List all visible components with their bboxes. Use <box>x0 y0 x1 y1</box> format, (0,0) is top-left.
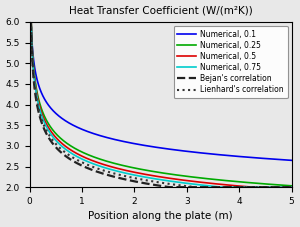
Numerical, 0.1 <box>232 155 236 157</box>
Numerical, 0.5 <box>55 137 58 139</box>
Numerical, 0.75 <box>208 185 211 187</box>
Bejan's correlation <box>237 186 241 189</box>
Numerical, 0.1 <box>134 143 137 145</box>
Lienhard's correlation <box>134 177 137 180</box>
Bejan's correlation <box>168 186 172 189</box>
Numerical, 0.5 <box>237 185 240 187</box>
Numerical, 0.1 <box>290 159 293 162</box>
Numerical, 0.1 <box>143 144 147 147</box>
Line: Numerical, 0.75: Numerical, 0.75 <box>30 0 292 187</box>
Bejan's correlation <box>290 186 293 189</box>
Numerical, 0.5 <box>232 184 236 187</box>
Lienhard's correlation <box>232 186 236 189</box>
Numerical, 0.1 <box>208 152 211 155</box>
Lienhard's correlation <box>237 186 241 189</box>
Lienhard's correlation <box>55 143 58 146</box>
Bejan's correlation <box>134 180 137 183</box>
Numerical, 0.25 <box>290 185 293 187</box>
Bejan's correlation <box>55 147 58 149</box>
Numerical, 0.25 <box>208 178 211 180</box>
Numerical, 0.75 <box>237 186 241 189</box>
Numerical, 0.25 <box>143 169 147 171</box>
Legend: Numerical, 0.1, Numerical, 0.25, Numerical, 0.5, Numerical, 0.75, Bejan's correl: Numerical, 0.1, Numerical, 0.25, Numeric… <box>174 26 288 98</box>
Line: Numerical, 0.5: Numerical, 0.5 <box>30 0 292 187</box>
Numerical, 0.5 <box>290 186 293 189</box>
Lienhard's correlation <box>290 186 293 189</box>
Numerical, 0.25 <box>232 180 236 183</box>
Lienhard's correlation <box>208 186 211 189</box>
Numerical, 0.5 <box>143 173 147 176</box>
Numerical, 0.1 <box>55 113 58 115</box>
Numerical, 0.75 <box>55 140 58 142</box>
Numerical, 0.25 <box>55 133 58 136</box>
Title: Heat Transfer Coefficient (W/(m²K)): Heat Transfer Coefficient (W/(m²K)) <box>69 5 253 16</box>
Numerical, 0.75 <box>232 186 236 189</box>
Line: Numerical, 0.1: Numerical, 0.1 <box>30 0 292 160</box>
Bejan's correlation <box>143 182 147 185</box>
Bejan's correlation <box>208 186 211 189</box>
Bejan's correlation <box>232 186 236 189</box>
Line: Numerical, 0.25: Numerical, 0.25 <box>30 0 292 186</box>
Numerical, 0.25 <box>134 167 137 170</box>
Numerical, 0.75 <box>290 186 293 189</box>
Numerical, 0.5 <box>251 186 254 189</box>
Numerical, 0.1 <box>237 155 240 158</box>
Numerical, 0.75 <box>143 176 147 178</box>
X-axis label: Position along the plate (m): Position along the plate (m) <box>88 211 233 222</box>
Line: Bejan's correlation: Bejan's correlation <box>30 0 292 187</box>
Lienhard's correlation <box>143 179 147 181</box>
Numerical, 0.5 <box>208 182 211 185</box>
Numerical, 0.5 <box>134 171 137 174</box>
Numerical, 0.75 <box>220 186 224 189</box>
Line: Lienhard's correlation: Lienhard's correlation <box>30 0 292 187</box>
Lienhard's correlation <box>194 186 197 189</box>
Numerical, 0.75 <box>134 174 137 177</box>
Numerical, 0.25 <box>237 180 240 183</box>
